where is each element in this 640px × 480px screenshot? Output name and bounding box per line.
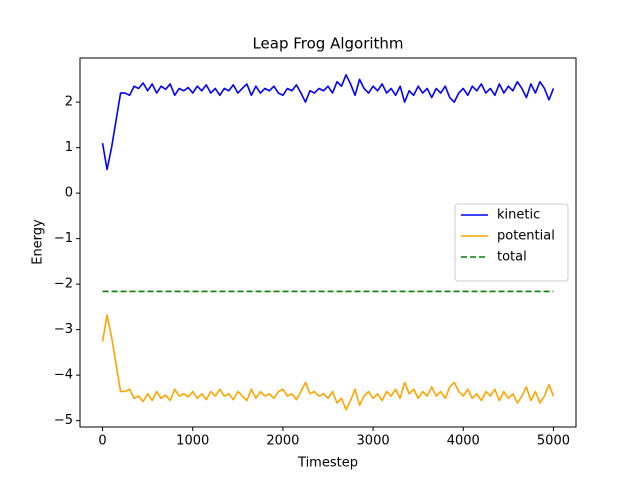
x-tick-label: 4000: [447, 434, 480, 449]
x-tick-label: 0: [98, 434, 106, 449]
chart-title: Leap Frog Algorithm: [252, 35, 403, 53]
y-tick-label: −3: [54, 322, 73, 337]
x-axis-label: Timestep: [297, 456, 358, 471]
series-line: [101, 74, 555, 171]
x-tick-label: 3000: [357, 434, 390, 449]
y-tick-label: −5: [54, 413, 73, 428]
y-tick-label: 2: [65, 95, 73, 110]
axes-frame: [79, 57, 577, 428]
legend-box: [454, 203, 569, 282]
legend-label: potential: [497, 229, 555, 244]
x-tick-label: 2000: [266, 434, 299, 449]
y-axis-label: Energy: [31, 219, 46, 265]
x-tick-label: 1000: [176, 434, 209, 449]
y-tick-label: −2: [54, 277, 73, 292]
y-tick-label: −1: [54, 231, 73, 246]
legend-label: total: [497, 250, 527, 265]
x-tick-label: 5000: [537, 434, 570, 449]
y-tick-label: 0: [65, 186, 73, 201]
series-line: [101, 314, 555, 411]
legend-label: kinetic: [497, 208, 540, 223]
y-tick-label: −4: [54, 368, 73, 383]
y-tick-label: 1: [65, 140, 73, 155]
